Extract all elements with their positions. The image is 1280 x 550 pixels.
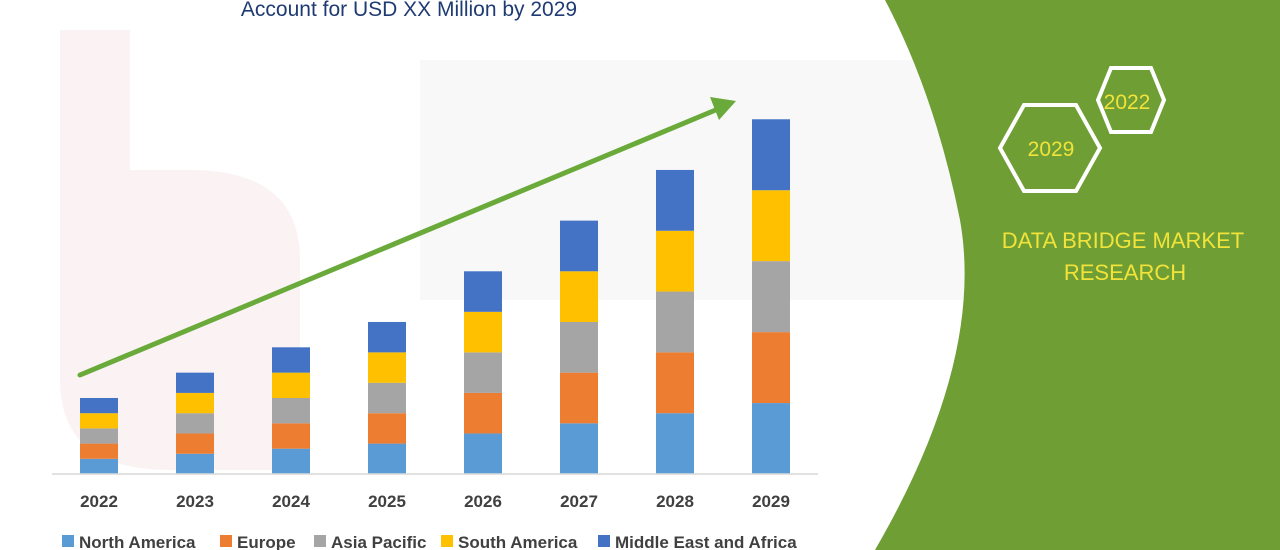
bar-2028-series-4 <box>656 169 694 231</box>
bar-2029-series-4 <box>752 119 790 191</box>
legend-swatch <box>314 535 326 547</box>
x-tick-label: 2022 <box>80 492 118 511</box>
bar-2025-series-4 <box>368 321 406 353</box>
legend-swatch <box>62 535 74 547</box>
page-title: Account for USD XX Million by 2029 <box>241 0 577 21</box>
legend-label: South America <box>458 533 578 550</box>
bar-2023-series-3 <box>176 392 214 414</box>
bar-2022-series-2 <box>80 428 118 444</box>
bar-2027-series-1 <box>560 372 598 424</box>
legend-swatch <box>220 535 232 547</box>
x-tick-label: 2026 <box>464 492 502 511</box>
bar-2022-series-1 <box>80 443 118 459</box>
bar-2029-series-0 <box>752 403 790 474</box>
bar-2023-series-4 <box>176 372 214 393</box>
hexagon-2022 <box>1095 66 1167 134</box>
hexagon-2029 <box>997 103 1103 193</box>
bar-2023-series-2 <box>176 413 214 434</box>
brand-panel <box>875 0 1280 550</box>
bar-2025-series-2 <box>368 382 406 414</box>
brand-name-line2: RESEARCH <box>1064 260 1186 285</box>
trend-arrow <box>77 97 736 378</box>
bar-2028-series-2 <box>656 291 694 353</box>
bars-group <box>80 119 790 474</box>
bar-2027-series-2 <box>560 321 598 373</box>
hex-year-2022: 2022 <box>1104 91 1151 114</box>
bar-2025-series-1 <box>368 413 406 444</box>
bar-2029-series-2 <box>752 261 790 333</box>
bar-2029-series-3 <box>752 190 790 262</box>
bar-2024-series-4 <box>272 347 310 373</box>
x-tick-label: 2025 <box>368 492 406 511</box>
legend-swatch <box>441 535 453 547</box>
bar-2027-series-3 <box>560 271 598 322</box>
legend: North America Europe Asia Pacific South Ame… <box>62 533 797 550</box>
legend-label: Europe <box>237 533 296 550</box>
x-tick-label: 2027 <box>560 492 598 511</box>
bar-2024-series-2 <box>272 397 310 424</box>
bar-2022-series-0 <box>80 458 118 474</box>
bar-2026-series-1 <box>464 392 502 434</box>
legend-label: Asia Pacific <box>331 533 426 550</box>
bar-2025-series-3 <box>368 352 406 383</box>
bar-2026-series-0 <box>464 433 502 474</box>
bar-2029-series-1 <box>752 332 790 404</box>
bar-2027-series-4 <box>560 220 598 272</box>
bar-2024-series-1 <box>272 423 310 449</box>
bar-2023-series-0 <box>176 453 214 474</box>
bar-2022-series-3 <box>80 413 118 429</box>
bar-2028-series-0 <box>656 413 694 474</box>
bar-2022-series-4 <box>80 397 118 414</box>
x-tick-label: 2029 <box>752 492 790 511</box>
bar-2026-series-4 <box>464 271 502 312</box>
bar-2025-series-0 <box>368 443 406 474</box>
legend-label: Middle East and Africa <box>615 533 797 550</box>
legend-swatch <box>598 535 610 547</box>
brand-name-line1: DATA BRIDGE MARKET <box>1002 228 1244 253</box>
bar-2024-series-3 <box>272 372 310 398</box>
x-tick-labels: 2022 2023 2024 2025 2026 2027 2028 2029 <box>80 492 790 511</box>
bar-2023-series-1 <box>176 433 214 454</box>
legend-label: North America <box>79 533 196 550</box>
x-tick-label: 2024 <box>272 492 310 511</box>
bar-2026-series-3 <box>464 311 502 353</box>
bar-2028-series-3 <box>656 230 694 292</box>
x-tick-label: 2028 <box>656 492 694 511</box>
x-tick-label: 2023 <box>176 492 214 511</box>
bar-2027-series-0 <box>560 423 598 474</box>
bar-2024-series-0 <box>272 448 310 474</box>
hex-year-2029: 2029 <box>1028 138 1075 161</box>
bar-2028-series-1 <box>656 352 694 414</box>
bar-2026-series-2 <box>464 352 502 393</box>
